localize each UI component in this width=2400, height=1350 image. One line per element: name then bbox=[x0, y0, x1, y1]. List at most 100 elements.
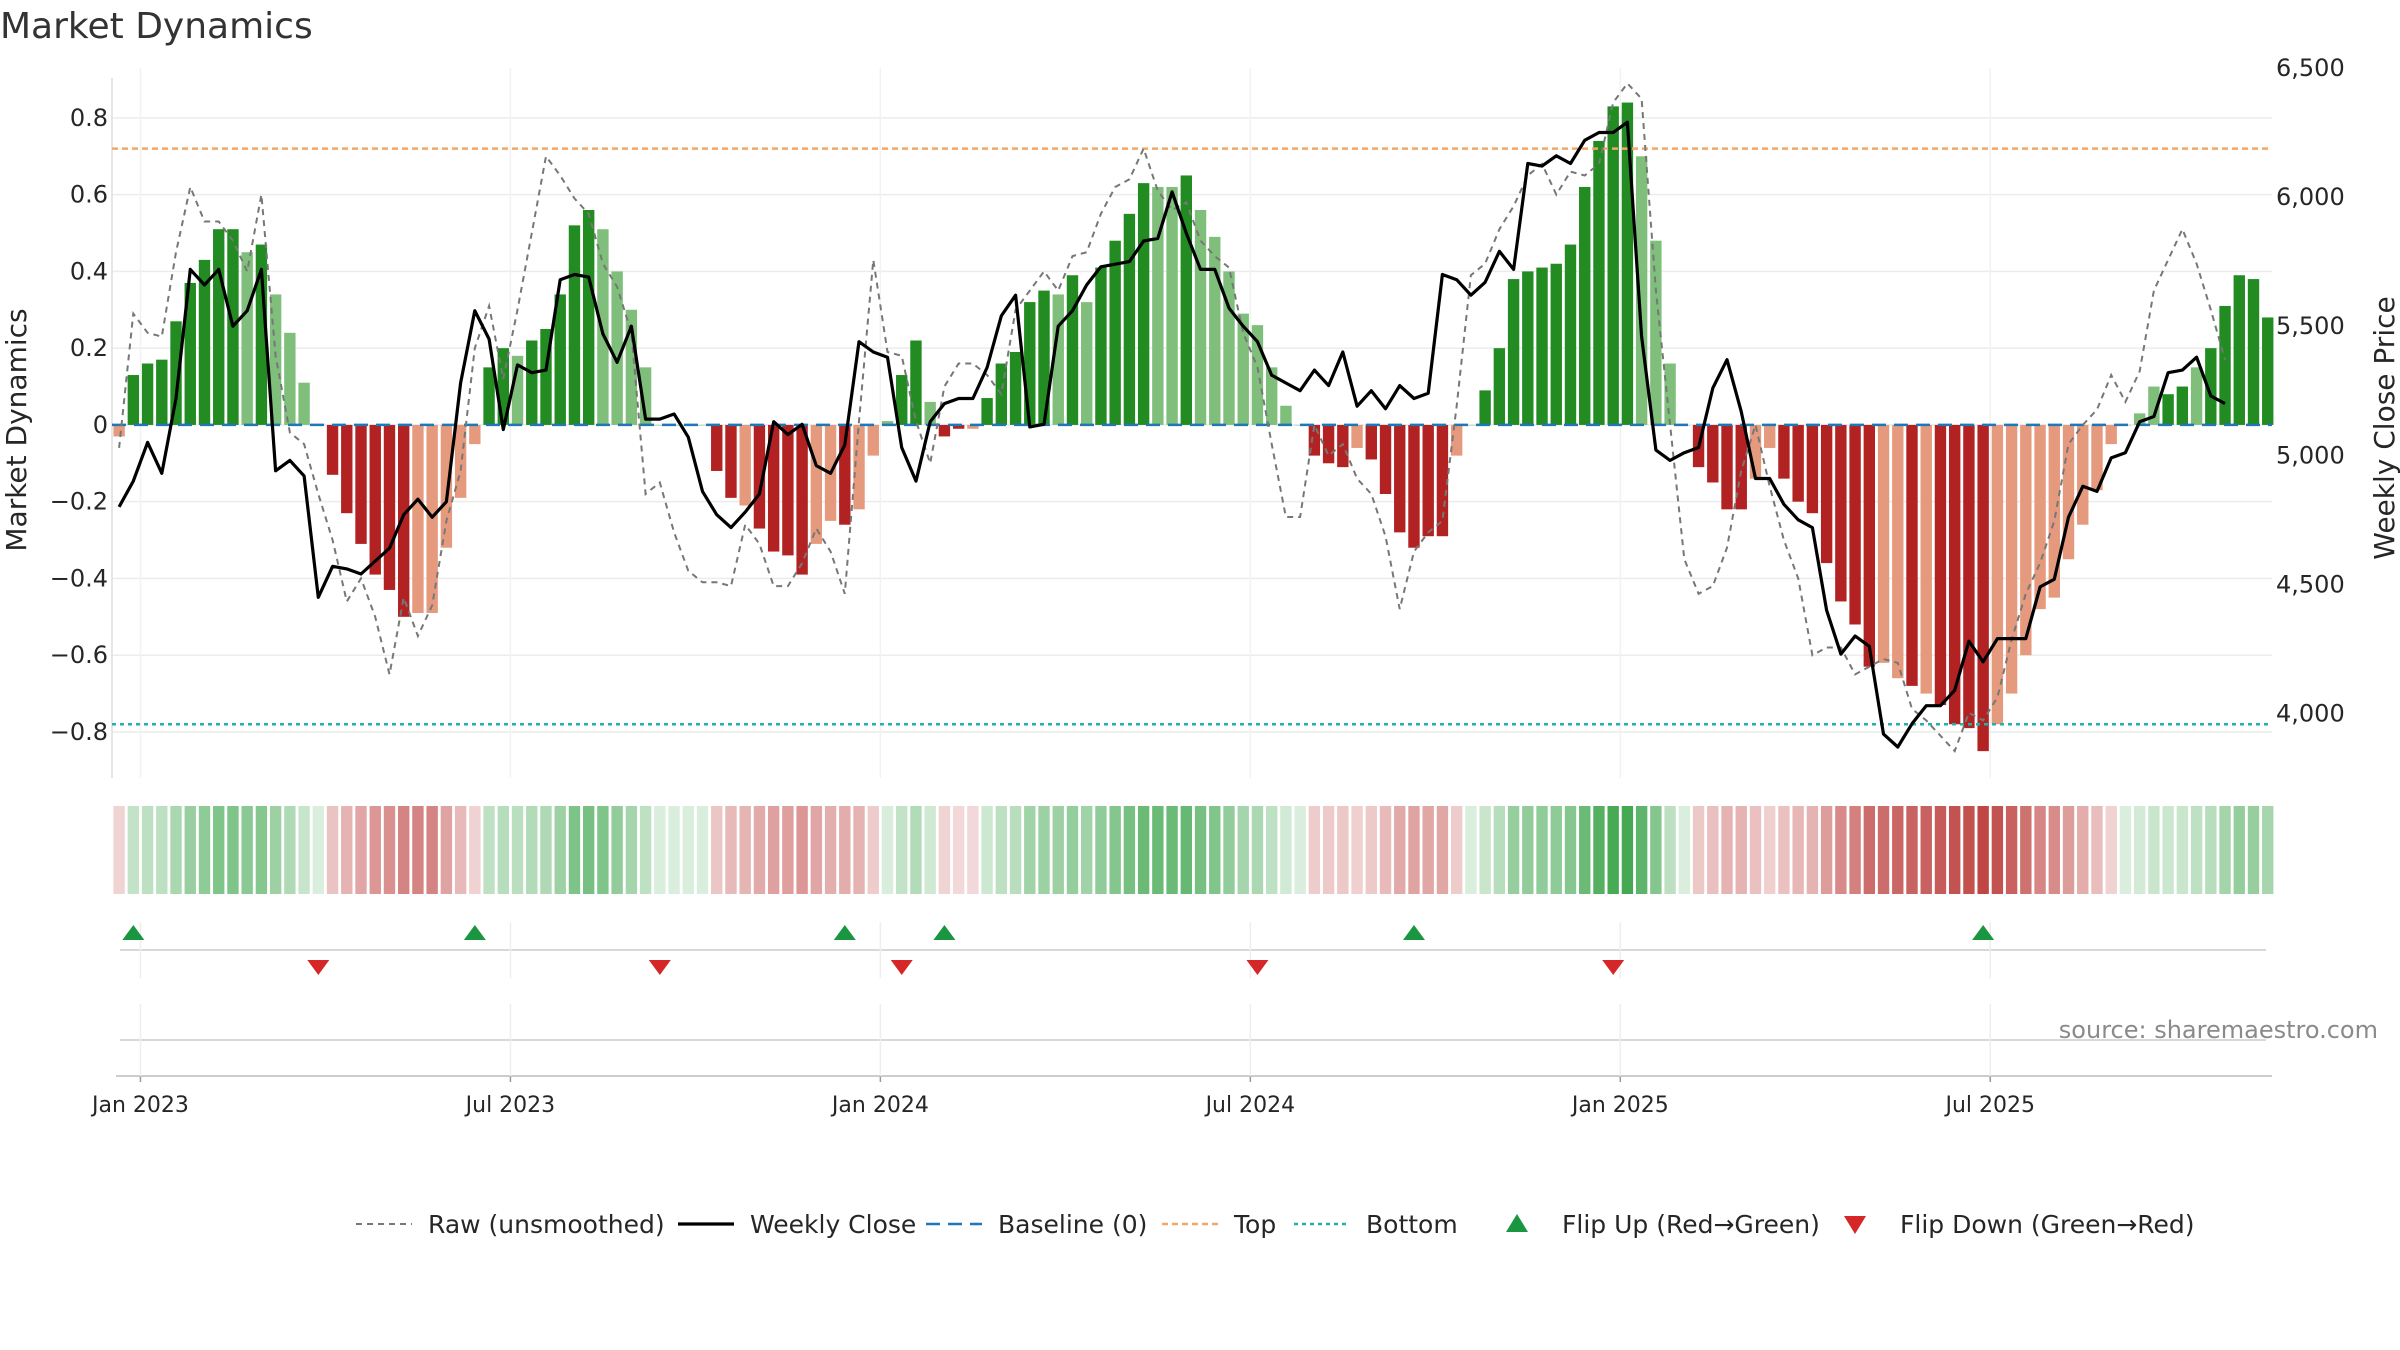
bar bbox=[554, 294, 566, 425]
bar bbox=[1066, 275, 1079, 425]
bar bbox=[1237, 313, 1249, 425]
bar bbox=[298, 382, 310, 425]
bar bbox=[867, 424, 879, 456]
y-tick-label: 0.6 bbox=[70, 181, 108, 209]
heat-cell bbox=[113, 806, 125, 894]
heat-cell bbox=[156, 806, 168, 894]
heat-cell bbox=[426, 806, 438, 894]
bar bbox=[924, 401, 936, 425]
heat-cell bbox=[1280, 806, 1292, 894]
y-tick-label: −0.2 bbox=[50, 488, 108, 516]
bar bbox=[1436, 424, 1449, 537]
heat-cell bbox=[1721, 806, 1733, 894]
heat-cell bbox=[682, 806, 694, 894]
bar bbox=[198, 259, 211, 425]
bar bbox=[1422, 424, 1434, 537]
bar bbox=[1209, 236, 1221, 425]
bar bbox=[597, 229, 609, 425]
heat-cell bbox=[967, 806, 979, 894]
bar bbox=[369, 424, 381, 575]
y2-axis-label: Weekly Close Price bbox=[2368, 296, 2400, 559]
y-tick-label: 0.4 bbox=[70, 257, 108, 285]
heat-cell bbox=[995, 806, 1008, 894]
bar bbox=[1280, 405, 1292, 425]
bar bbox=[1251, 325, 1264, 425]
heat-cell bbox=[981, 806, 993, 894]
bars bbox=[113, 102, 2274, 752]
heat-cell bbox=[1579, 806, 1591, 894]
bar bbox=[1835, 424, 1847, 602]
bar bbox=[113, 424, 125, 437]
bar bbox=[1877, 424, 1890, 663]
heat-cell bbox=[767, 806, 780, 894]
heat-cell bbox=[810, 806, 823, 894]
heat-cell bbox=[2233, 806, 2245, 894]
bar bbox=[2091, 424, 2103, 491]
heat-cell bbox=[1536, 806, 1548, 894]
heat-cell bbox=[1465, 806, 1477, 894]
bar bbox=[1038, 290, 1050, 425]
flip-up-marker bbox=[833, 925, 856, 940]
bar bbox=[469, 424, 481, 445]
bar bbox=[1308, 424, 1321, 456]
bar bbox=[1365, 424, 1377, 460]
heat-cell bbox=[1550, 806, 1562, 894]
heat-cell bbox=[1379, 806, 1392, 894]
heat-cell bbox=[2219, 806, 2231, 894]
heat-cell bbox=[1436, 806, 1449, 894]
heat-cell bbox=[540, 806, 552, 894]
heat-cell bbox=[1009, 806, 1022, 894]
bar bbox=[1152, 186, 1164, 425]
heat-cell bbox=[2062, 806, 2075, 894]
heat-cell bbox=[1892, 806, 1904, 894]
y2-tick-label: 6,000 bbox=[2276, 183, 2345, 211]
bar bbox=[2219, 305, 2231, 425]
heat-cell bbox=[2133, 806, 2146, 894]
heat-cell bbox=[725, 806, 737, 894]
heat-cell bbox=[1948, 806, 1961, 894]
bar bbox=[1977, 424, 1989, 752]
legend-label: Baseline (0) bbox=[998, 1210, 1147, 1239]
heat-cell bbox=[1209, 806, 1221, 894]
bar bbox=[853, 424, 865, 510]
bar bbox=[2048, 424, 2060, 598]
y2-tick-label: 5,000 bbox=[2276, 441, 2345, 469]
bar bbox=[2247, 279, 2260, 425]
heat-cell bbox=[896, 806, 908, 894]
bar bbox=[767, 424, 780, 552]
bar bbox=[326, 424, 339, 475]
weekly-close-line bbox=[117, 120, 2226, 749]
bar bbox=[1863, 424, 1876, 667]
heat-cell bbox=[625, 806, 638, 894]
bar bbox=[2105, 424, 2117, 445]
heat-cell bbox=[1593, 806, 1605, 894]
bar bbox=[241, 252, 253, 425]
bar bbox=[582, 210, 595, 425]
heat-cell bbox=[2148, 806, 2160, 894]
heat-cell bbox=[312, 806, 325, 894]
heat-cell bbox=[526, 806, 538, 894]
heat-cell bbox=[1991, 806, 2004, 894]
bar bbox=[1337, 424, 1349, 468]
legend-label: Flip Up (Red→Green) bbox=[1562, 1210, 1820, 1239]
bar bbox=[938, 424, 951, 437]
bar bbox=[568, 225, 581, 425]
heat-strip bbox=[113, 806, 2274, 894]
y-tick-label: −0.6 bbox=[50, 641, 108, 669]
bar bbox=[1707, 424, 1719, 483]
heat-cell bbox=[554, 806, 566, 894]
heat-cell bbox=[127, 806, 140, 894]
heat-cell bbox=[1849, 806, 1861, 894]
heat-cell bbox=[611, 806, 623, 894]
bar bbox=[2205, 348, 2217, 425]
heat-cell bbox=[255, 806, 268, 894]
bar bbox=[1536, 267, 1548, 425]
bar bbox=[1778, 424, 1790, 479]
bar bbox=[1735, 424, 1747, 510]
bar bbox=[426, 424, 438, 613]
heat-cell bbox=[1265, 806, 1278, 894]
heat-cell bbox=[141, 806, 154, 894]
heat-cell bbox=[1337, 806, 1349, 894]
tick-labels: 0.8 0.6 0.4 0.2 0 −0.2 −0.4 −0.6 −0.8 6,500 6,000 5… bbox=[50, 54, 2345, 1118]
heat-cell bbox=[454, 806, 467, 894]
